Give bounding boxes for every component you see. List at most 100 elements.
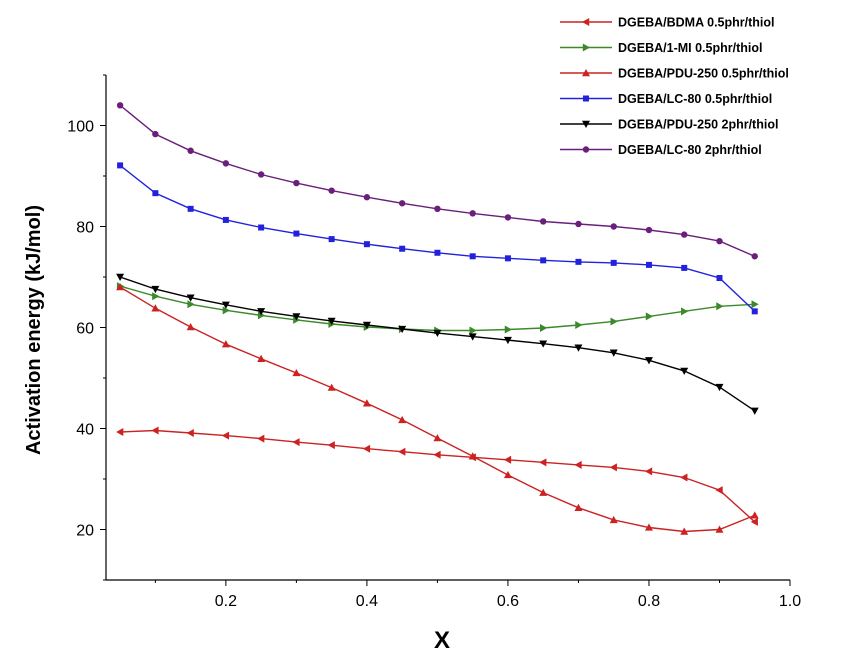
x-tick-label: 0.8 — [638, 593, 660, 610]
data-point — [293, 179, 300, 187]
data-point — [327, 383, 336, 391]
data-point — [258, 224, 265, 231]
x-tick-label: 1.0 — [779, 593, 801, 610]
series-line — [119, 285, 755, 332]
data-point — [680, 473, 688, 482]
y-tick-label: 60 — [76, 321, 94, 338]
data-point — [327, 317, 336, 325]
series-5 — [116, 102, 758, 260]
data-point — [257, 308, 266, 316]
data-point — [186, 294, 195, 302]
data-point — [574, 344, 583, 352]
data-point — [293, 230, 300, 237]
data-point — [221, 340, 230, 348]
data-point — [293, 315, 301, 324]
data-point — [257, 171, 265, 178]
data-point — [540, 257, 547, 264]
data-point — [399, 245, 406, 252]
data-point — [363, 241, 370, 248]
data-point — [715, 486, 723, 495]
legend-item: DGEBA/PDU-250 0.5phr/thiol — [560, 67, 789, 81]
data-point — [504, 255, 511, 262]
legend-item: DGEBA/LC-80 2phr/thiol — [560, 143, 762, 157]
data-point — [609, 515, 618, 524]
data-point — [750, 517, 758, 526]
data-point — [715, 383, 724, 392]
series-line — [119, 286, 755, 533]
data-point — [257, 354, 266, 363]
y-axis-title: Activation energy (kJ/mol) — [23, 205, 45, 455]
data-point — [539, 458, 547, 467]
x-ticks: 0.2 0.4 0.6 0.8 1.0 — [154, 580, 801, 610]
x-tick-label: 0.4 — [356, 593, 378, 610]
y-tick-label: 20 — [76, 523, 94, 540]
legend-item: DGEBA/PDU-250 2phr/thiol — [560, 118, 778, 132]
data-point — [610, 317, 618, 326]
data-point — [716, 275, 723, 282]
series-3 — [117, 162, 758, 315]
data-point — [152, 292, 160, 301]
data-point — [468, 333, 477, 341]
data-point — [469, 210, 476, 217]
data-point — [151, 285, 160, 294]
data-point — [116, 428, 124, 437]
data-point — [398, 200, 406, 207]
data-point — [221, 301, 230, 309]
data-point — [187, 147, 194, 154]
series-line — [119, 276, 756, 412]
y-ticks: 20 40 60 80 100 — [67, 74, 106, 581]
data-point — [469, 326, 477, 335]
x-tick-label: 0.6 — [497, 593, 519, 610]
data-point — [292, 438, 300, 447]
data-point — [644, 467, 653, 476]
data-point — [609, 463, 617, 472]
data-point — [680, 367, 689, 375]
data-point — [469, 253, 476, 260]
legend-label: DGEBA/1-MI 0.5phr/thiol — [618, 41, 762, 55]
legend-swatch-marker — [582, 120, 590, 128]
data-point — [292, 313, 301, 321]
data-point — [257, 311, 266, 320]
data-point — [715, 525, 724, 533]
data-point — [681, 264, 688, 271]
data-point — [328, 187, 335, 194]
x-axis-title: X — [434, 627, 450, 654]
data-point — [681, 231, 688, 238]
data-point — [434, 205, 441, 213]
data-point — [503, 455, 512, 464]
data-point — [222, 216, 229, 223]
data-point — [645, 312, 653, 321]
data-point — [645, 261, 652, 268]
data-point — [117, 162, 124, 169]
legend: DGEBA/BDMA 0.5phr/thiol DGEBA/1-MI 0.5phr… — [560, 16, 789, 157]
legend-item: DGEBA/LC-80 0.5phr/thiol — [560, 92, 772, 106]
legend-swatch-marker — [582, 146, 590, 153]
data-point — [328, 236, 335, 243]
y-tick-label: 40 — [76, 422, 94, 439]
data-point — [574, 503, 583, 511]
data-point — [468, 452, 477, 460]
data-point — [750, 511, 759, 519]
data-point — [539, 324, 548, 333]
data-point — [362, 444, 371, 453]
data-point — [362, 399, 371, 407]
data-point — [539, 218, 547, 225]
data-point — [222, 160, 230, 167]
data-point — [434, 249, 441, 256]
data-point — [503, 336, 512, 345]
data-point — [433, 450, 441, 459]
data-point — [575, 258, 582, 265]
data-point — [151, 426, 159, 435]
series-2 — [116, 283, 759, 535]
data-point — [575, 320, 583, 329]
data-point — [680, 527, 689, 535]
data-point — [503, 470, 512, 479]
data-point — [116, 283, 125, 291]
series-line — [120, 429, 756, 523]
legend-label: DGEBA/LC-80 0.5phr/thiol — [618, 92, 772, 106]
data-point — [222, 306, 230, 315]
legend-swatch-marker — [583, 95, 589, 102]
series-line — [119, 164, 756, 312]
data-point — [186, 429, 194, 438]
